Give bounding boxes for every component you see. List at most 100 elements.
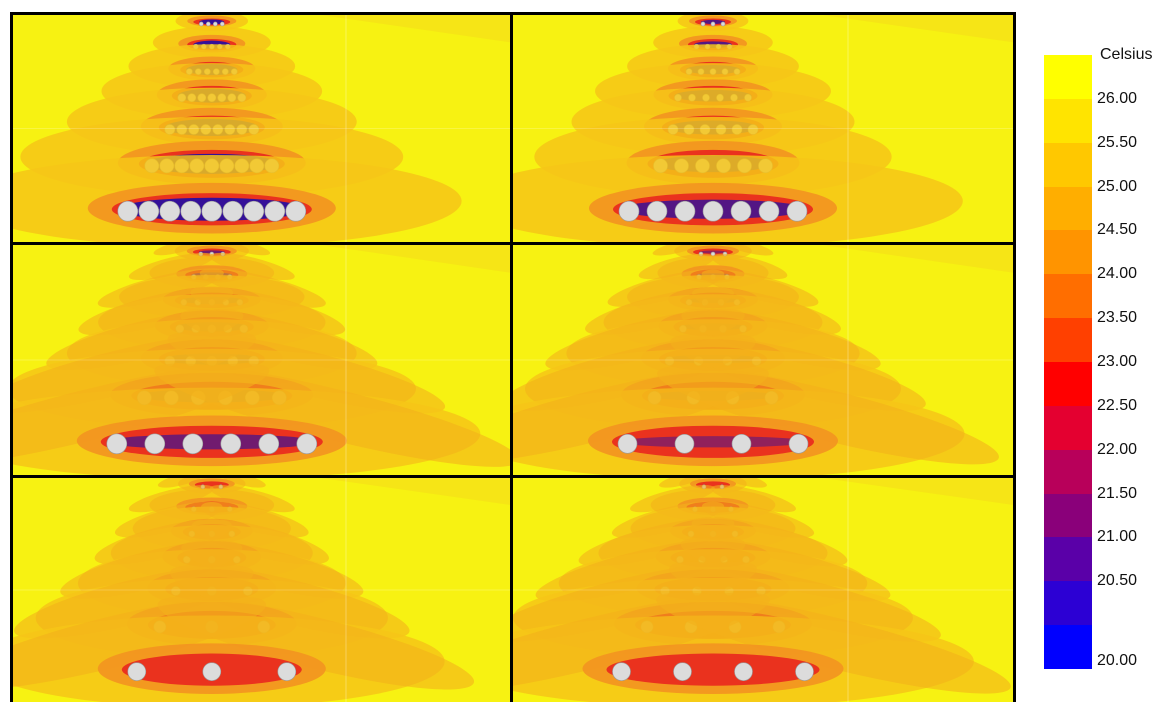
diagonal-plume (170, 565, 410, 639)
colorbar-tick-label: 24.50 (1097, 221, 1138, 239)
diagonal-plume (157, 596, 475, 690)
diagonal-plume (691, 517, 848, 567)
pipe-circle (201, 200, 223, 222)
diagonal-plume (711, 253, 788, 280)
colorbar-tick-label: 25.50 (1097, 133, 1138, 151)
diagonal-plume (199, 268, 326, 308)
diagonal-plume (13, 363, 270, 467)
pipe-circle (734, 662, 753, 681)
diagonal-plume (681, 308, 881, 371)
pipe-circle (206, 21, 211, 27)
colorbar-tick-label: 23.00 (1097, 353, 1138, 370)
pipe-circle (159, 200, 181, 222)
colorbar-swatch (1044, 537, 1092, 582)
panel-3 (13, 245, 510, 475)
pipe-row (13, 596, 475, 702)
pipe-circle (182, 433, 204, 455)
diagonal-plume (154, 363, 510, 467)
pipe-circle (674, 434, 695, 454)
diagonal-plume (157, 478, 204, 488)
colorbar-tick-label: 26.00 (1097, 89, 1138, 107)
diagonal-plume (114, 501, 223, 538)
colorbar-swatch (1044, 55, 1092, 99)
diagonal-plume (191, 519, 329, 565)
diagonal-plume (180, 309, 378, 371)
pipe-circle (786, 200, 808, 222)
diagonal-plume (659, 478, 705, 488)
colorbar-tick-label: 25.00 (1097, 177, 1138, 195)
diagonal-plume (701, 269, 819, 307)
upper-right-artifact (321, 245, 510, 273)
pipe-circle (720, 21, 726, 27)
pipe-circle (673, 662, 692, 681)
cold-core (199, 19, 225, 25)
pipe-circle (296, 433, 318, 455)
colorbar-tick-label: 23.50 (1097, 309, 1138, 327)
colorbar-swatch (1044, 405, 1092, 450)
diagonal-plume (78, 286, 234, 336)
diagonal-plume (638, 253, 715, 280)
diagonal-plume (692, 287, 841, 335)
cold-core (106, 434, 317, 450)
diagonal-plume (181, 540, 364, 599)
pipe-circle (646, 200, 668, 222)
colorbar-tick-label: 24.00 (1097, 265, 1138, 283)
colorbar-title: Celsius (1100, 46, 1153, 63)
diagonal-plume (711, 485, 796, 513)
pipe-circle (618, 200, 640, 222)
pipe-circle (117, 200, 139, 222)
panel-3-field (13, 245, 510, 475)
diagonal-plume (128, 485, 214, 513)
pipe-circle (758, 200, 780, 222)
colorbar-swatch (1044, 230, 1092, 275)
colorbar-swatch (1044, 449, 1092, 494)
panel-6 (513, 478, 1013, 702)
diagonal-plume (607, 269, 725, 307)
diagonal-plume (656, 592, 1011, 694)
pipe-row (677, 15, 749, 31)
upper-right-artifact (321, 15, 510, 43)
pipe-circle (144, 433, 166, 455)
colorbar-tick-label: 21.00 (1097, 528, 1138, 546)
colorbar-swatch (1044, 142, 1092, 187)
colorbar-tick-label: 21.50 (1097, 484, 1138, 502)
diagonal-plume (97, 268, 224, 308)
pipe-row (175, 15, 249, 31)
panel-5 (13, 478, 510, 702)
pipe-row (13, 155, 462, 242)
colorbar-swatch (1044, 362, 1092, 406)
panel-grid (10, 12, 1016, 702)
colorbar-tick-label: 20.00 (1097, 652, 1138, 669)
pipe-circle (106, 433, 128, 455)
colorbar (1044, 55, 1092, 670)
diagonal-plume (657, 366, 999, 465)
diagonal-plume (128, 252, 214, 281)
pipe-circle (612, 662, 631, 681)
pipe-circle (795, 662, 814, 681)
diagonal-plume (720, 245, 774, 256)
pipe-circle (277, 662, 297, 681)
pipe-circle (199, 21, 204, 27)
pipe-circle (788, 434, 809, 454)
pipe-circle (138, 200, 160, 222)
pipe-circle (731, 434, 752, 454)
pipe-row (13, 363, 510, 475)
diagonal-plume (190, 286, 346, 336)
colorbar-tick-label: 22.50 (1097, 396, 1138, 414)
diagonal-plume (611, 501, 725, 538)
upper-right-artifact (823, 478, 1013, 505)
colorbar-swatch (1044, 493, 1092, 538)
upper-right-artifact (823, 15, 1013, 43)
diagonal-plume (670, 334, 926, 412)
panel-1 (13, 15, 510, 242)
diagonal-plume (721, 478, 767, 488)
panel-6-field (513, 478, 1013, 702)
panel-2-field (513, 15, 1013, 242)
diagonal-plume (652, 245, 706, 256)
panel-2 (513, 15, 1013, 242)
pipe-circle (222, 200, 244, 222)
diagonal-plume (219, 478, 266, 488)
pipe-circle (674, 200, 696, 222)
colorbar-swatch (1044, 274, 1092, 319)
colorbar-swatch (1044, 581, 1092, 626)
